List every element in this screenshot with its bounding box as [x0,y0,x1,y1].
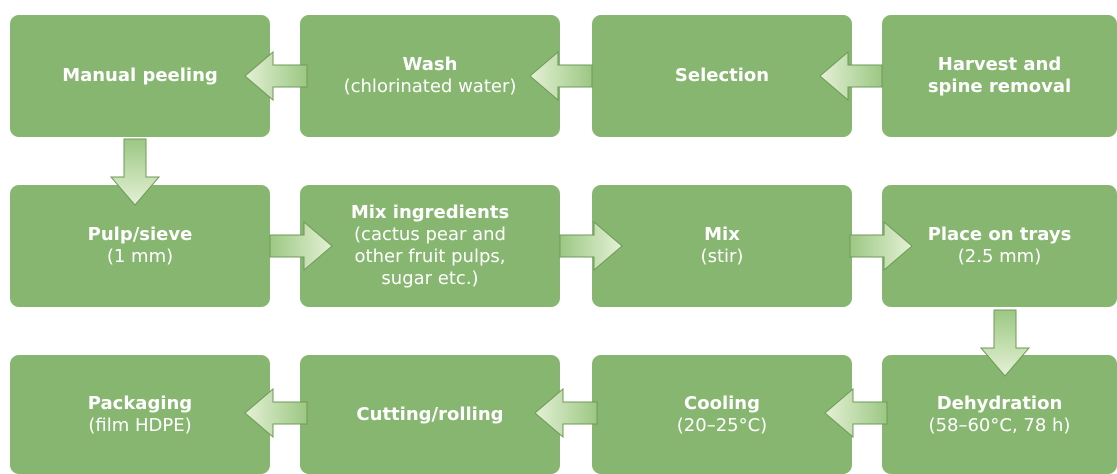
box-detail: (1 mm) [106,246,174,267]
flow-arrow [824,387,888,439]
box-detail: (58–60°C, 78 h) [928,414,1071,436]
box-title: Wash [402,54,458,75]
process-box: Cooling (20–25°C) [592,355,852,474]
process-box: Wash (chlorinated water) [300,15,560,137]
process-box: Mix ingredients (cactus pear and other fr… [300,185,560,307]
process-box: Dehydration (58–60°C, 78 h) [882,355,1117,474]
process-box: Pulp/sieve (1 mm) [10,185,270,307]
process-box: Cutting/rolling [300,355,560,474]
flow-arrow [849,220,913,272]
box-title: Pulp/sieve [87,224,193,245]
box-title: Manual peeling [62,65,218,86]
box-title: Selection [674,65,770,86]
process-box: Place on trays (2.5 mm) [882,185,1117,307]
box-title: Place on trays [927,224,1072,245]
box-title: Cutting/rolling [356,403,504,425]
box-detail: (chlorinated water) [343,76,517,97]
box-title: Dehydration [936,392,1063,414]
flow-arrow [529,50,593,102]
flow-arrow [269,220,333,272]
box-detail: (cactus pear and other fruit pulps, suga… [354,224,506,289]
flow-arrow [244,50,308,102]
box-title: Mix [704,224,740,245]
box-detail: (2.5 mm) [957,246,1042,267]
flow-arrow [244,387,308,439]
box-title: Mix ingredients [350,202,510,223]
flow-arrow [559,220,623,272]
box-title: Cooling [684,392,760,414]
box-detail: (film HDPE) [88,414,192,436]
process-box: Packaging (film HDPE) [10,355,270,474]
box-title: Packaging [87,392,193,414]
box-detail: (20–25°C) [676,414,768,436]
box-detail: (stir) [700,246,744,267]
process-box: Selection [592,15,852,137]
process-box: Harvest and spine removal [882,15,1117,137]
flow-arrow [534,387,598,439]
flow-arrow [109,138,161,206]
flow-arrow [979,309,1031,377]
process-box: Mix (stir) [592,185,852,307]
flow-arrow [819,50,883,102]
box-title: Harvest and spine removal [927,54,1072,97]
process-box: Manual peeling [10,15,270,137]
